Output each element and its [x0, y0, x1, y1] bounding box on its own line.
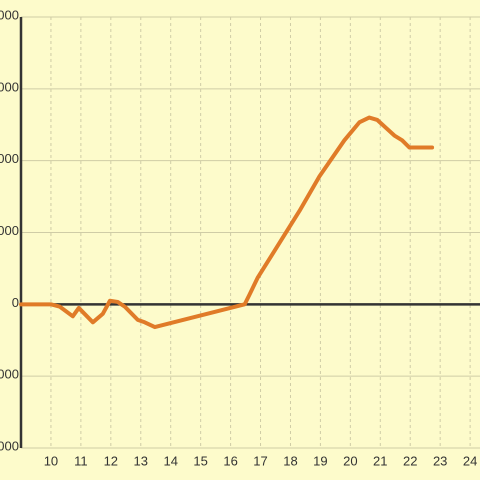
y-tick-label: 6,000: [0, 151, 19, 166]
x-tick-label: 21: [373, 453, 387, 468]
x-tick-label: 13: [134, 453, 148, 468]
x-tick-label: 17: [253, 453, 267, 468]
x-tick-label: 15: [193, 453, 207, 468]
x-tick-label: 19: [313, 453, 327, 468]
x-tick-label: 24: [463, 453, 477, 468]
x-tick-label: 12: [104, 453, 118, 468]
y-tick-label: 0: [12, 295, 19, 310]
x-tick-label: 23: [433, 453, 447, 468]
y-tick-label: -6,000: [0, 438, 19, 453]
x-tick-label: 11: [74, 453, 88, 468]
x-tick-label: 20: [343, 453, 357, 468]
y-tick-label: 3,000: [0, 223, 19, 238]
y-tick-label: -3,000: [0, 367, 19, 382]
x-tick-label: 16: [223, 453, 237, 468]
data-line: [19, 115, 435, 330]
y-tick-label: 12,000: [0, 7, 19, 22]
x-tick-label: 10: [44, 453, 58, 468]
y-tick-label: 9,000: [0, 79, 19, 94]
x-tick-label: 18: [283, 453, 297, 468]
x-tick-label: 22: [403, 453, 417, 468]
x-tick-label: 14: [163, 453, 177, 468]
